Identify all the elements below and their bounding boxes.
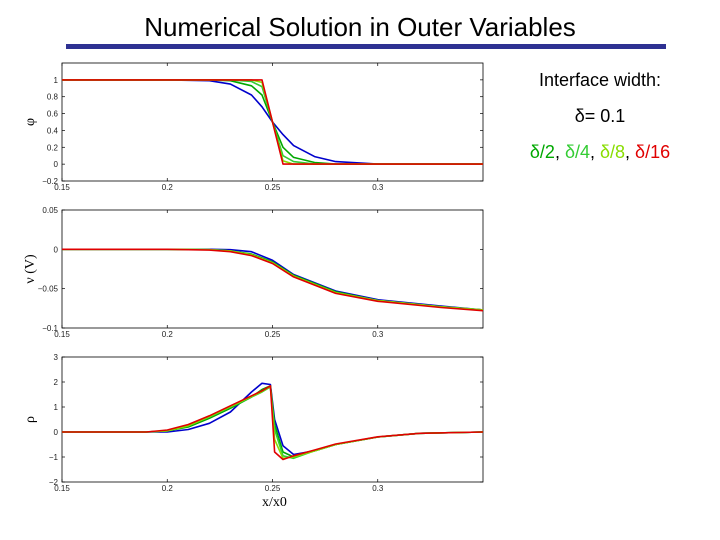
x-tick-label: 0.2	[162, 484, 174, 493]
y-tick-label: 0	[54, 245, 59, 254]
x-tick-label: 0.3	[372, 183, 384, 192]
chart-panel-3: 0.15 0.2 0.25 0.3 3 2 1 0 −1 −2 ρ x/x0	[23, 353, 484, 510]
plot-frame	[61, 209, 484, 329]
x-tick-label: 0.3	[372, 330, 384, 339]
legend-separator: ,	[554, 142, 565, 162]
series-line	[62, 248, 483, 311]
figure: 0.15 0.2 0.25 0.3 1 0.8 0.6 0.4 0.2 0 −0.2 φ 0.15 0.2…	[23, 62, 484, 510]
y-tick-label: 0.6	[47, 110, 59, 119]
series-line	[62, 248, 483, 311]
y-tick-label: 0.8	[47, 93, 59, 102]
y-tick-label: −2	[49, 478, 59, 487]
x-tick-label: 0.15	[54, 330, 70, 339]
legend-fraction: δ/2	[529, 142, 555, 162]
title-rule	[66, 44, 666, 49]
y-tick-label: 0.2	[47, 143, 59, 152]
legend-fraction: δ/8	[600, 142, 626, 162]
y-tick-label: 0	[54, 160, 59, 169]
y-tick-label: 2	[54, 378, 59, 387]
series-line	[62, 384, 483, 461]
x-tick-label: 0.25	[265, 183, 281, 192]
y-axis-label: φ	[23, 118, 38, 126]
x-tick-label: 0.2	[162, 330, 174, 339]
y-axis-label: ρ	[23, 416, 38, 423]
legend-separator: ,	[589, 142, 600, 162]
series-line	[62, 248, 483, 312]
y-tick-label: 1	[54, 403, 59, 412]
legend-delta: δ= 0.1	[574, 106, 626, 126]
y-axis-label: ν (V)	[23, 254, 38, 284]
y-tick-label: −0.1	[42, 324, 58, 333]
series-line	[62, 248, 483, 311]
x-tick-label: 0.15	[54, 183, 70, 192]
y-tick-label: 0.05	[42, 206, 58, 215]
legend-fraction: δ/4	[564, 142, 590, 162]
y-tick-label: 3	[54, 353, 59, 362]
x-tick-label: 0.2	[162, 183, 174, 192]
legend: Interface width: δ= 0.1 δ/2, δ/4, δ/8, δ…	[505, 70, 695, 178]
chart-panel-2: 0.15 0.2 0.25 0.3 0.05 0 −0.05 −0.1 ν (V)	[23, 206, 484, 339]
x-tick-label: 0.3	[372, 484, 384, 493]
y-tick-label: 1	[54, 76, 59, 85]
legend-separator: ,	[625, 142, 636, 162]
y-tick-label: 0	[54, 428, 59, 437]
x-tick-label: 0.15	[54, 484, 70, 493]
chart-panel-1: 0.15 0.2 0.25 0.3 1 0.8 0.6 0.4 0.2 0 −0.2 φ	[23, 62, 484, 192]
x-tick-label: 0.25	[265, 484, 281, 493]
x-axis-label: x/x0	[262, 495, 287, 510]
series-line	[62, 248, 483, 311]
series-line	[62, 79, 483, 165]
legend-fraction: δ/16	[635, 142, 671, 162]
x-tick-label: 0.25	[265, 330, 281, 339]
y-tick-label: −0.2	[42, 177, 58, 186]
legend-fractions: δ/2, δ/4, δ/8, δ/16	[505, 142, 695, 162]
y-tick-label: −0.05	[38, 285, 59, 294]
legend-heading: Interface width:	[538, 70, 662, 90]
y-tick-label: −1	[49, 453, 59, 462]
y-tick-label: 0.4	[47, 126, 59, 135]
slide-title: Numerical Solution in Outer Variables	[144, 12, 576, 42]
